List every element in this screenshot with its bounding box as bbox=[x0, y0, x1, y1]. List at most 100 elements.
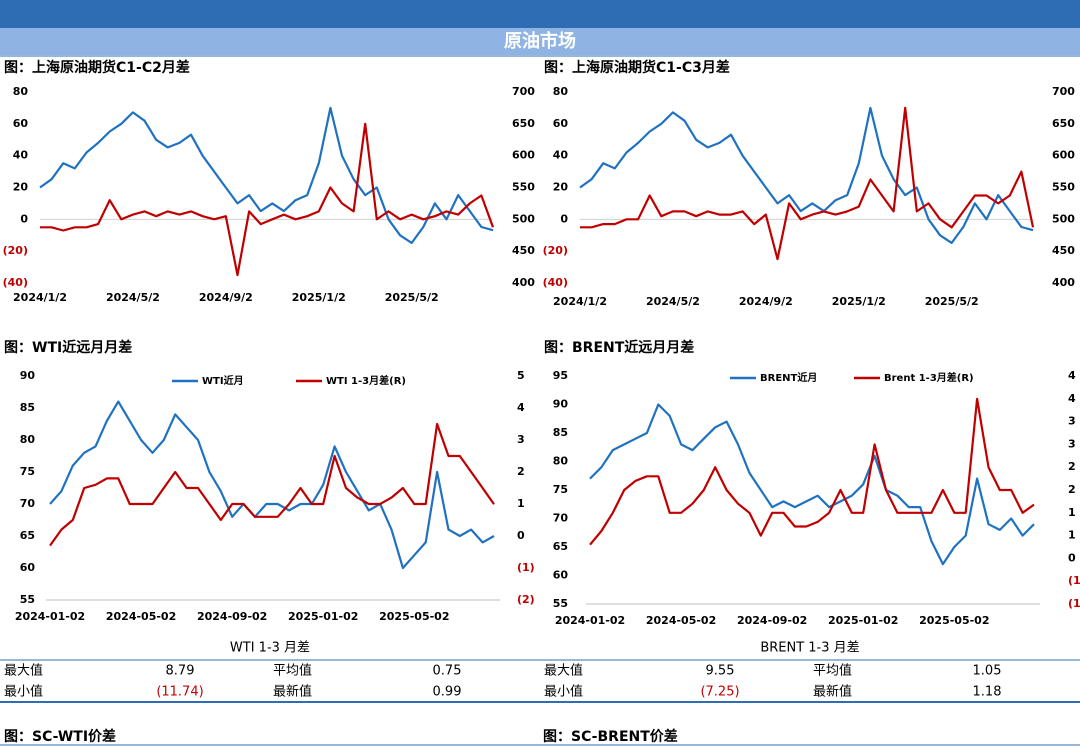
table-cell: 平均值 bbox=[813, 663, 852, 679]
chart-title: 图：上海原油期货C1-C3月差 bbox=[544, 59, 730, 76]
x-tick-label: 2024/1/2 bbox=[553, 295, 607, 308]
y-tick-label: 75 bbox=[20, 465, 35, 478]
y-tick-label: 85 bbox=[20, 401, 35, 414]
x-tick-label: 2024-09-02 bbox=[737, 614, 807, 627]
legend-label: WTI 1-3月差(R) bbox=[326, 374, 406, 387]
y2-tick-label: 1 bbox=[517, 497, 525, 510]
title-band bbox=[0, 28, 1080, 55]
table-cell: 0.75 bbox=[433, 664, 462, 679]
table-cell: 最大值 bbox=[4, 663, 43, 679]
series-line bbox=[49, 422, 495, 547]
y-tick-label: 60 bbox=[20, 561, 36, 574]
table-cell: 最新值 bbox=[273, 684, 312, 700]
y2-tick-label: 700 bbox=[512, 85, 535, 98]
x-tick-label: 2025/1/2 bbox=[832, 295, 886, 308]
y2-tick-label: 450 bbox=[1052, 244, 1075, 257]
x-tick-label: 2024/9/2 bbox=[739, 295, 793, 308]
y2-tick-label: (2) bbox=[517, 593, 535, 606]
y2-tick-label: 4 bbox=[1068, 392, 1076, 405]
y2-tick-label: 700 bbox=[1052, 85, 1075, 98]
x-tick-label: 2024/1/2 bbox=[13, 291, 67, 304]
top-bar bbox=[0, 0, 1080, 28]
y2-tick-label: 3 bbox=[1068, 415, 1076, 428]
y2-tick-label: 4 bbox=[517, 401, 525, 414]
table-cell: (7.25) bbox=[700, 685, 739, 700]
x-tick-label: 2024-09-02 bbox=[197, 610, 267, 623]
y-tick-label: 60 bbox=[553, 569, 569, 582]
y-tick-label: 90 bbox=[20, 369, 36, 382]
y-tick-label: 80 bbox=[553, 455, 569, 468]
y-tick-label: (20) bbox=[3, 244, 28, 257]
y-tick-label: 75 bbox=[553, 483, 568, 496]
y-tick-label: 0 bbox=[560, 212, 568, 225]
y2-tick-label: (1) bbox=[517, 561, 535, 574]
x-tick-label: 2025/5/2 bbox=[925, 295, 979, 308]
y2-tick-label: 3 bbox=[517, 433, 525, 446]
table-cell: 最小值 bbox=[544, 684, 583, 700]
table-cell: 平均值 bbox=[273, 663, 312, 679]
y-tick-label: 80 bbox=[13, 85, 29, 98]
y2-tick-label: 600 bbox=[512, 149, 535, 162]
series-line bbox=[580, 106, 1035, 261]
table-cell: 9.55 bbox=[706, 664, 735, 679]
y-tick-label: 20 bbox=[553, 181, 569, 194]
y2-tick-label: 400 bbox=[1052, 276, 1075, 289]
y2-tick-label: 0 bbox=[1068, 551, 1076, 564]
y2-tick-label: 500 bbox=[512, 212, 535, 225]
y2-tick-label: 4 bbox=[1068, 369, 1076, 382]
x-tick-label: 2024-01-02 bbox=[555, 614, 625, 627]
x-tick-label: 2024/5/2 bbox=[646, 295, 700, 308]
table-cell: 8.79 bbox=[166, 664, 195, 679]
series-line bbox=[39, 106, 494, 244]
series-line bbox=[579, 106, 1034, 244]
x-tick-label: 2025/5/2 bbox=[385, 291, 439, 304]
table-title: BRENT 1-3 月差 bbox=[760, 641, 859, 656]
y2-tick-label: 1 bbox=[1068, 529, 1076, 542]
x-tick-label: 2024-01-02 bbox=[15, 610, 85, 623]
page-title: 原油市场 bbox=[504, 30, 576, 52]
y2-tick-label: 2 bbox=[1068, 483, 1076, 496]
y2-tick-label: (1) bbox=[1068, 597, 1080, 610]
y-tick-label: 60 bbox=[553, 117, 569, 130]
y-tick-label: 60 bbox=[13, 117, 29, 130]
chart-title: 图：上海原油期货C1-C2月差 bbox=[4, 59, 190, 76]
series-line bbox=[589, 397, 1035, 546]
chart-title: 图：WTI近远月月差 bbox=[4, 339, 132, 356]
y2-tick-label: (1) bbox=[1068, 574, 1080, 587]
legend-label: Brent 1-3月差(R) bbox=[884, 371, 974, 384]
legend-label: WTI近月 bbox=[202, 374, 244, 387]
x-tick-label: 2024/5/2 bbox=[106, 291, 160, 304]
series-line bbox=[589, 403, 1035, 566]
y-tick-label: 40 bbox=[553, 149, 569, 162]
y2-tick-label: 600 bbox=[1052, 149, 1075, 162]
x-tick-label: 2025-01-02 bbox=[288, 610, 358, 623]
y-tick-label: 55 bbox=[553, 597, 568, 610]
y2-tick-label: 450 bbox=[512, 244, 535, 257]
y-tick-label: 70 bbox=[553, 512, 569, 525]
y-tick-label: 90 bbox=[553, 398, 569, 411]
y-tick-label: 80 bbox=[553, 85, 569, 98]
y-tick-label: 0 bbox=[20, 212, 28, 225]
y2-tick-label: 550 bbox=[1052, 181, 1075, 194]
series-line bbox=[49, 400, 495, 570]
y2-tick-label: 5 bbox=[517, 369, 525, 382]
chart-title: 图：BRENT近远月月差 bbox=[544, 339, 694, 356]
table-cell: 最大值 bbox=[544, 663, 583, 679]
x-tick-label: 2024/9/2 bbox=[199, 291, 253, 304]
caption: 图：SC-WTI价差 bbox=[4, 728, 116, 745]
table-cell: 最小值 bbox=[4, 684, 43, 700]
y-tick-label: (40) bbox=[3, 276, 28, 289]
table-title: WTI 1-3 月差 bbox=[230, 641, 310, 656]
x-tick-label: 2025-01-02 bbox=[828, 614, 898, 627]
caption: 图：SC-BRENT价差 bbox=[543, 728, 678, 745]
y-tick-label: 20 bbox=[13, 181, 29, 194]
y2-tick-label: 1 bbox=[1068, 506, 1076, 519]
table-cell: 最新值 bbox=[813, 684, 852, 700]
y-tick-label: (40) bbox=[543, 276, 568, 289]
y2-tick-label: 650 bbox=[512, 117, 535, 130]
table-cell: (11.74) bbox=[156, 685, 203, 700]
series-line bbox=[40, 122, 495, 277]
y-tick-label: 65 bbox=[553, 540, 568, 553]
x-tick-label: 2025-05-02 bbox=[919, 614, 989, 627]
